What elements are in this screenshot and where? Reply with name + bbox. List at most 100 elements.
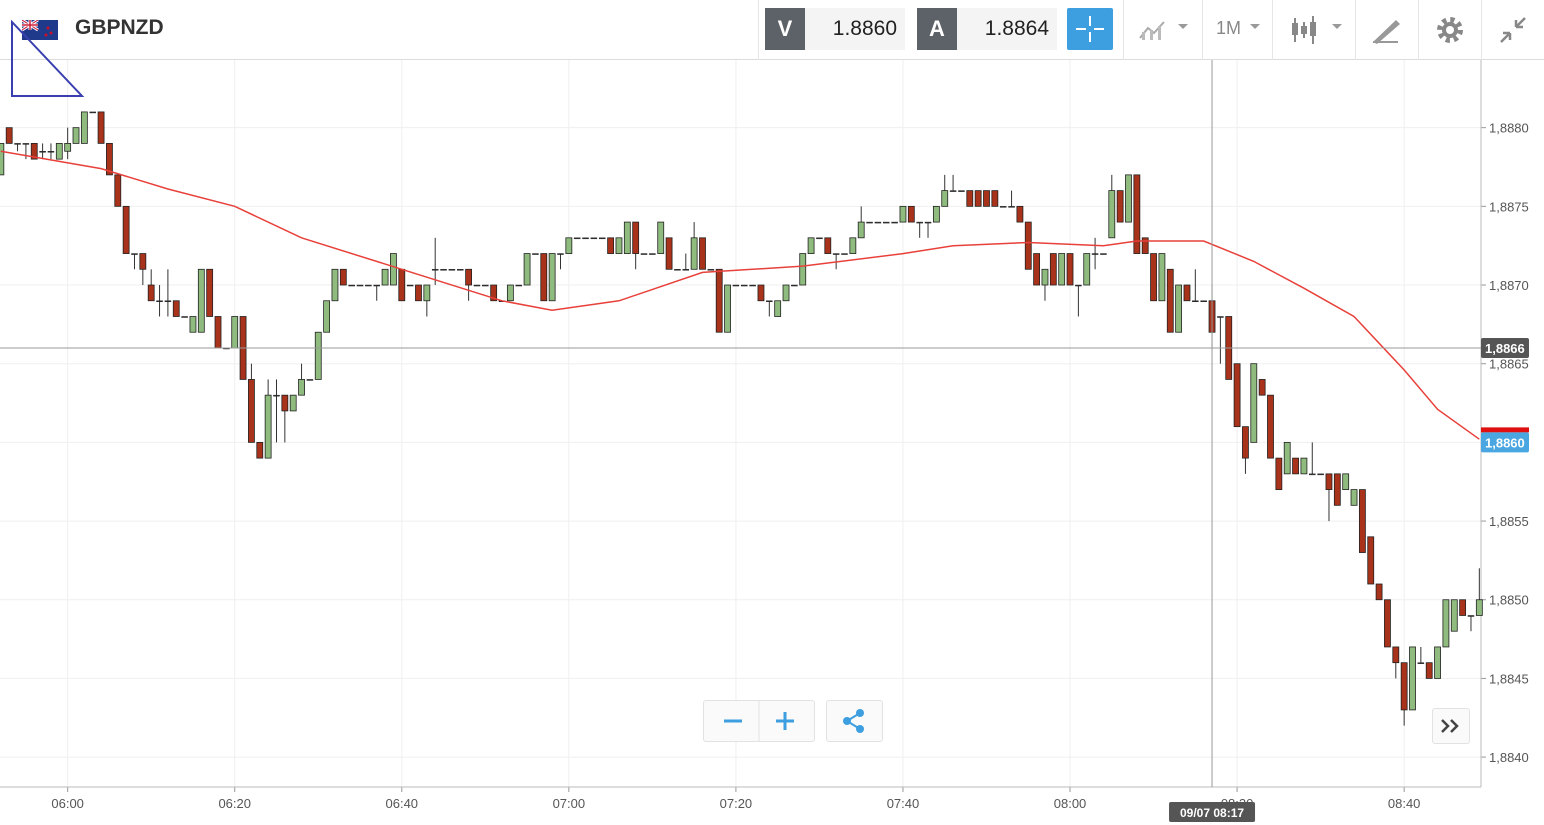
candle-body	[657, 221, 665, 254]
candle-body	[899, 205, 907, 223]
candle-body	[147, 284, 155, 302]
candle-body	[1091, 253, 1099, 255]
draw-button[interactable]	[1370, 16, 1402, 44]
candle-body	[599, 237, 606, 240]
candle-body	[1250, 363, 1258, 443]
candle-body	[440, 269, 447, 271]
candle-body	[423, 284, 431, 302]
candle-body	[323, 300, 331, 333]
candle-body	[724, 284, 731, 333]
candle-body	[799, 253, 807, 286]
candle-body	[690, 237, 698, 270]
share-button[interactable]	[826, 700, 883, 742]
triangle-drawing	[11, 20, 85, 97]
candle-body	[649, 253, 656, 255]
candle-body	[30, 143, 38, 160]
candle-body	[1049, 253, 1057, 286]
candle-body	[824, 237, 832, 254]
candle-body	[757, 284, 765, 302]
candle-body	[314, 331, 322, 380]
candle-body	[665, 237, 673, 270]
candle-body	[1041, 268, 1049, 286]
buy-price[interactable]: 1.8864	[957, 8, 1057, 50]
chart-type-button[interactable]	[1138, 16, 1194, 44]
candle-body	[131, 253, 138, 255]
candle-body	[1317, 473, 1324, 476]
candle-body	[749, 284, 756, 287]
candle-body	[1242, 426, 1249, 459]
buy-label[interactable]: A	[917, 8, 957, 50]
y-tick-label: 1,8850	[1489, 593, 1529, 608]
candle-body	[406, 284, 414, 287]
candle-body	[1066, 253, 1074, 286]
timeframe[interactable]: 1M	[1216, 18, 1242, 38]
candle-body	[1275, 457, 1283, 490]
flag-icon	[22, 20, 58, 40]
candle-body	[331, 268, 339, 302]
candle-body	[197, 268, 205, 333]
candle-body	[849, 237, 857, 254]
moving-average	[0, 150, 1480, 440]
candle-body	[1183, 284, 1191, 302]
candle-body	[866, 221, 873, 224]
candle-body	[122, 205, 130, 254]
x-tick-label: 07:40	[887, 796, 920, 811]
candle-body	[1058, 253, 1066, 286]
candle-body	[1417, 662, 1425, 664]
candle-body	[883, 221, 890, 224]
sell-price[interactable]: 1.8860	[805, 8, 905, 50]
candle-body	[1016, 205, 1024, 223]
candle-body	[1024, 221, 1032, 270]
candle-body	[390, 253, 397, 286]
candle-body	[448, 269, 456, 271]
candle-body	[181, 316, 188, 318]
candle-body	[565, 237, 573, 254]
candle-body	[1008, 206, 1015, 208]
x-tick-label: 08:40	[1388, 796, 1421, 811]
candle-body	[1192, 300, 1199, 303]
candle-body	[515, 284, 522, 287]
candle-body	[1150, 253, 1157, 302]
collapse-button[interactable]	[1497, 14, 1529, 46]
y-tick-label: 1,8845	[1489, 671, 1529, 686]
candle-body	[506, 284, 514, 302]
candle-body	[1258, 379, 1266, 396]
candle-body	[80, 111, 88, 144]
candle-body	[891, 221, 898, 224]
symbol: GBPNZD	[75, 16, 164, 39]
candle-body	[741, 284, 748, 287]
crosshair-button[interactable]	[1067, 8, 1113, 50]
candle-body	[1100, 253, 1107, 255]
candle-body	[573, 237, 581, 240]
candle-body	[231, 316, 239, 349]
candle-body	[490, 284, 498, 302]
candle-body	[983, 190, 990, 207]
candle-body	[699, 237, 706, 270]
candle-body	[1083, 253, 1091, 286]
x-tick-label: 06:20	[218, 796, 251, 811]
candle-body	[1233, 363, 1241, 428]
candle-body	[97, 111, 105, 144]
candle-body	[807, 237, 815, 254]
candle-body	[339, 268, 347, 286]
candle-body	[582, 237, 589, 240]
candle-body	[281, 394, 289, 412]
candle-body	[1158, 253, 1166, 302]
candle-body	[298, 379, 305, 396]
sell-label[interactable]: V	[765, 8, 805, 50]
y-tick-label: 1,8875	[1489, 199, 1529, 214]
candle-body	[932, 205, 940, 223]
candle-body	[557, 253, 564, 255]
last-price-box	[1481, 432, 1529, 453]
candle-style-button[interactable]	[1288, 14, 1348, 46]
candle-body	[465, 268, 473, 286]
candle-body	[1350, 489, 1358, 506]
candle-body	[1375, 583, 1383, 601]
candle-body	[1125, 174, 1132, 223]
candle-body	[1467, 615, 1475, 617]
settings-button[interactable]	[1434, 14, 1466, 46]
candle-body	[907, 205, 915, 223]
candle-body	[457, 269, 464, 271]
scroll-end-button[interactable]	[1432, 708, 1470, 744]
